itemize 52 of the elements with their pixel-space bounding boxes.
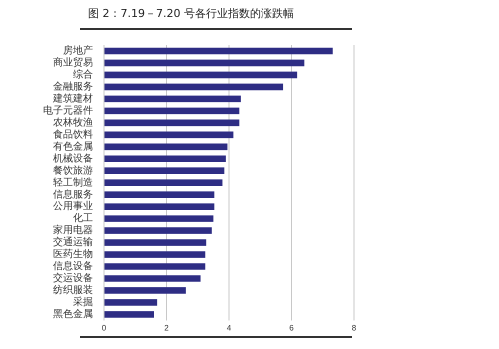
x-tick-label: 0 [102, 323, 107, 332]
y-tick-label: 农林牧渔 [53, 116, 93, 128]
y-tick-label: 食品饮料 [53, 128, 93, 140]
bar [104, 120, 240, 126]
y-tick-label: 交通运输 [53, 236, 93, 248]
x-tick-label: 4 [226, 323, 232, 332]
y-tick-label: 有色金属 [53, 140, 93, 152]
y-tick-label: 交运设备 [53, 272, 93, 284]
y-tick-label: 建筑建材 [52, 92, 93, 104]
y-tick-label: 房地产 [63, 44, 93, 57]
y-tick-label: 医药生物 [53, 248, 93, 260]
bar [104, 275, 201, 282]
y-tick-label: 轻工制造 [53, 176, 93, 188]
x-tick-label: 6 [289, 323, 294, 332]
bar [104, 227, 212, 234]
bar [104, 96, 241, 102]
bar [104, 167, 224, 174]
y-tick-label: 金融服务 [53, 80, 93, 92]
bar [104, 48, 333, 54]
chart-title: 图 2：7.19－7.20 号各行业指数的涨跌幅 [88, 6, 294, 21]
y-tick-label: 公用事业 [53, 200, 93, 212]
y-tick-label: 餐饮旅游 [53, 164, 93, 176]
bar [104, 287, 186, 294]
bar [104, 72, 298, 78]
y-tick-label: 信息服务 [53, 188, 93, 200]
y-tick-label: 家用电器 [53, 224, 93, 236]
bar [104, 108, 240, 114]
bar [104, 311, 154, 318]
bar [104, 132, 234, 138]
y-tick-label: 信息设备 [53, 260, 93, 272]
y-tick-label: 电子元器件 [43, 104, 93, 116]
bar [104, 155, 226, 162]
x-tick-label: 2 [164, 323, 170, 332]
y-tick-label: 采掘 [73, 296, 93, 308]
y-tick-label: 化工 [73, 212, 93, 224]
y-tick-label: 黑色金属 [53, 308, 93, 320]
bar [104, 179, 222, 186]
x-tick-label: 8 [352, 323, 357, 332]
bar [104, 215, 214, 222]
bar [104, 143, 228, 150]
bar [104, 299, 158, 306]
bar [104, 251, 206, 258]
bar [104, 263, 206, 270]
bar [104, 60, 304, 66]
bar [104, 191, 214, 198]
y-tick-label: 机械设备 [53, 152, 93, 164]
y-tick-label: 商业贸易 [53, 56, 93, 69]
bar [104, 84, 284, 90]
bar [104, 203, 214, 210]
y-tick-label: 综合 [73, 68, 93, 81]
y-tick-label: 纺织服装 [53, 284, 93, 296]
bar [104, 239, 206, 246]
